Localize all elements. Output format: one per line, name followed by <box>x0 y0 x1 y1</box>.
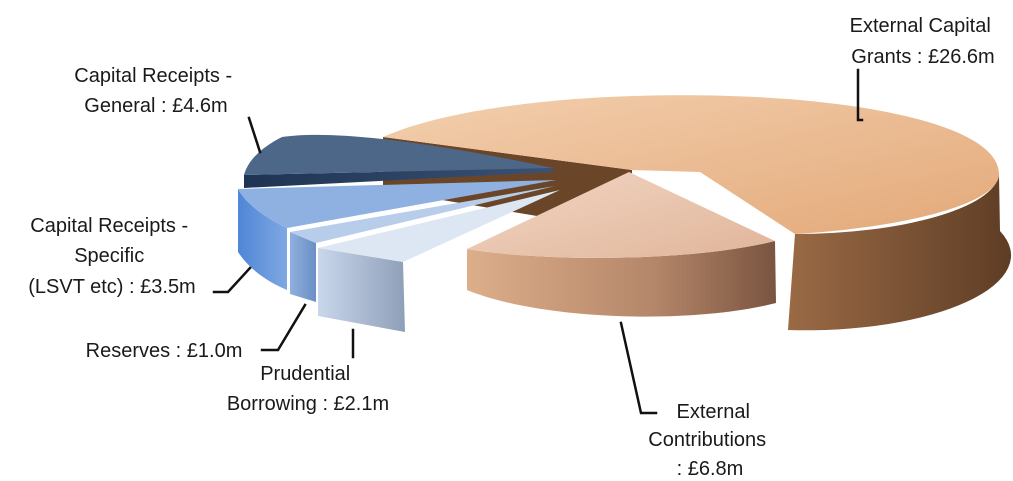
slice-external-contributions-top <box>467 172 775 258</box>
slice-reserves-side <box>290 232 316 302</box>
slice-external-contributions-side <box>467 241 776 317</box>
leader-line-reserves <box>260 303 307 352</box>
slice-reserves <box>290 186 555 302</box>
leader-line-external-capital-grants <box>856 68 864 122</box>
slice-reserves-top <box>290 186 555 243</box>
slice-capital-receipts-specific-top <box>238 180 556 228</box>
slice-capital-receipts-specific-side <box>238 189 287 290</box>
slice-capital-receipts-general <box>244 134 553 188</box>
leader-line-capital-receipts-specific <box>212 266 252 294</box>
data-label-prudential-borrowing: Prudential Borrowing : £2.1m <box>227 363 389 415</box>
leader-line-capital-receipts-general <box>247 116 262 154</box>
slice-capital-receipts-general-side <box>244 168 553 188</box>
data-label-capital-receipts-specific: Capital Receipts - Specific (LSVT etc) :… <box>28 215 195 298</box>
slice-external-capital-grants-top <box>383 95 1000 234</box>
slice-prudential-borrowing <box>318 190 560 332</box>
slice-external-capital-grants-rim <box>788 175 1012 331</box>
slice-prudential-borrowing-top <box>318 190 560 262</box>
data-label-external-capital-grants: External Capital Grants : £26.6m <box>850 15 997 68</box>
slice-capital-receipts-specific <box>238 180 556 290</box>
leader-line-external-contributions <box>619 321 658 415</box>
data-label-external-contributions: External Contributions : £6.8m <box>648 401 771 480</box>
slice-prudential-borrowing-side <box>318 248 405 332</box>
data-label-reserves: Reserves : £1.0m <box>86 340 243 362</box>
slice-capital-receipts-general-top <box>244 134 553 175</box>
slice-external-contributions <box>467 172 776 317</box>
data-label-capital-receipts-general: Capital Receipts - General : £4.6m <box>74 65 237 117</box>
